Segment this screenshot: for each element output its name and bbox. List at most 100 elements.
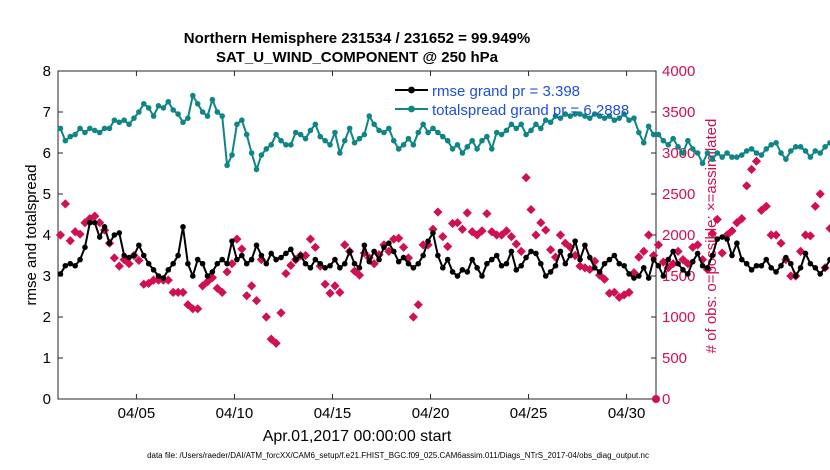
- totalspread-point: [155, 103, 162, 109]
- rmse-point: [547, 269, 554, 275]
- totalspread-point: [430, 125, 436, 132]
- obs-used-marker: [139, 279, 149, 289]
- totalspread-point: [91, 127, 98, 134]
- y2-tick-label: 0: [662, 391, 670, 408]
- totalspread-point: [459, 150, 466, 156]
- obs-used-marker: [300, 250, 311, 261]
- totalspread-point: [773, 139, 779, 146]
- obs-used-marker: [526, 204, 536, 215]
- rmse-point: [415, 260, 422, 267]
- rmse-point: [101, 224, 108, 230]
- x-tick-label: 04/30: [608, 405, 646, 422]
- obs-used-marker: [354, 270, 365, 280]
- totalspread-point: [116, 119, 123, 126]
- rmse-point: [444, 256, 451, 263]
- totalspread-point: [734, 154, 740, 160]
- obs-used-marker: [119, 255, 129, 265]
- rmse-point: [435, 252, 441, 259]
- obs-used-marker: [251, 296, 262, 306]
- totalspread-point: [547, 119, 554, 126]
- obs-used-marker: [217, 287, 227, 297]
- totalspread-point: [680, 150, 686, 156]
- rmse-point: [82, 244, 88, 251]
- rmse-point: [425, 238, 431, 244]
- totalspread-point: [626, 117, 632, 123]
- rmse-point: [626, 271, 632, 277]
- totalspread-point: [650, 131, 657, 138]
- rmse-point: [224, 260, 230, 267]
- totalspread-point: [704, 150, 711, 156]
- obs-used-marker: [609, 287, 619, 297]
- totalspread-point: [743, 148, 750, 154]
- y-tick-label: 0: [43, 391, 51, 408]
- obs-used-marker: [340, 240, 350, 250]
- totalspread-point: [542, 117, 549, 123]
- rmse-point: [484, 260, 490, 267]
- rmse-point: [332, 256, 338, 263]
- rmse-point: [650, 256, 657, 263]
- rmse-point: [449, 269, 456, 275]
- totalspread-point: [513, 125, 520, 132]
- rmse-point: [386, 240, 392, 246]
- rmse-point: [807, 260, 814, 267]
- totalspread-point: [528, 127, 534, 134]
- totalspread-point: [67, 133, 74, 140]
- obs-used-marker: [511, 239, 521, 249]
- obs-used-marker: [668, 259, 678, 269]
- rmse-point: [729, 252, 735, 259]
- totalspread-point: [160, 105, 167, 111]
- obs-used-marker: [501, 226, 512, 236]
- rmse-point: [616, 260, 623, 267]
- obs-used-marker: [369, 259, 379, 269]
- totalspread-point: [317, 133, 324, 140]
- totalspread-point: [395, 146, 402, 152]
- rmse-point: [366, 258, 373, 265]
- totalspread-point: [621, 111, 627, 117]
- obs-end-marker: [652, 395, 660, 403]
- obs-used-marker: [717, 248, 727, 258]
- rmse-point: [655, 262, 662, 269]
- totalspread-point: [332, 129, 338, 136]
- rmse-point: [185, 260, 191, 267]
- totalspread-point: [763, 146, 770, 152]
- rmse-point: [180, 224, 186, 230]
- rmse-point: [145, 260, 152, 267]
- rmse-point: [699, 262, 706, 269]
- totalspread-point: [410, 142, 417, 148]
- totalspread-point: [753, 150, 760, 156]
- totalspread-point: [758, 152, 765, 158]
- totalspread-point: [87, 125, 93, 132]
- rmse-point: [77, 256, 83, 263]
- totalspread-point: [101, 125, 108, 132]
- totalspread-point: [111, 117, 118, 123]
- rmse-point: [268, 250, 275, 257]
- totalspread-point: [185, 115, 191, 121]
- rmse-point: [552, 262, 559, 269]
- y2-tick-label: 500: [662, 350, 687, 367]
- obs-used-marker: [398, 242, 409, 252]
- obs-used-marker: [575, 261, 585, 271]
- legend-rmse-label: rmse grand pr = 3.398: [432, 83, 580, 100]
- totalspread-point: [484, 133, 490, 140]
- rmse-point: [288, 246, 294, 253]
- rmse-point: [297, 252, 304, 259]
- totalspread-point: [802, 148, 809, 154]
- obs-used-marker: [688, 242, 698, 252]
- totalspread-point: [812, 148, 819, 154]
- obs-used-marker: [114, 261, 124, 271]
- obs-used-marker: [492, 230, 502, 240]
- y-tick-label: 5: [43, 186, 51, 203]
- rmse-point: [214, 260, 221, 267]
- obs-used-marker: [555, 230, 566, 240]
- totalspread-point: [827, 139, 830, 146]
- rmse-point: [337, 265, 343, 271]
- totalspread-point: [253, 166, 260, 173]
- obs-used-marker: [546, 245, 556, 255]
- totalspread-point: [714, 150, 721, 156]
- obs-used-marker: [227, 259, 237, 269]
- totalspread-point: [341, 137, 348, 144]
- totalspread-point: [322, 137, 328, 144]
- x-tick-label: 04/10: [216, 405, 254, 422]
- totalspread-point: [631, 115, 637, 121]
